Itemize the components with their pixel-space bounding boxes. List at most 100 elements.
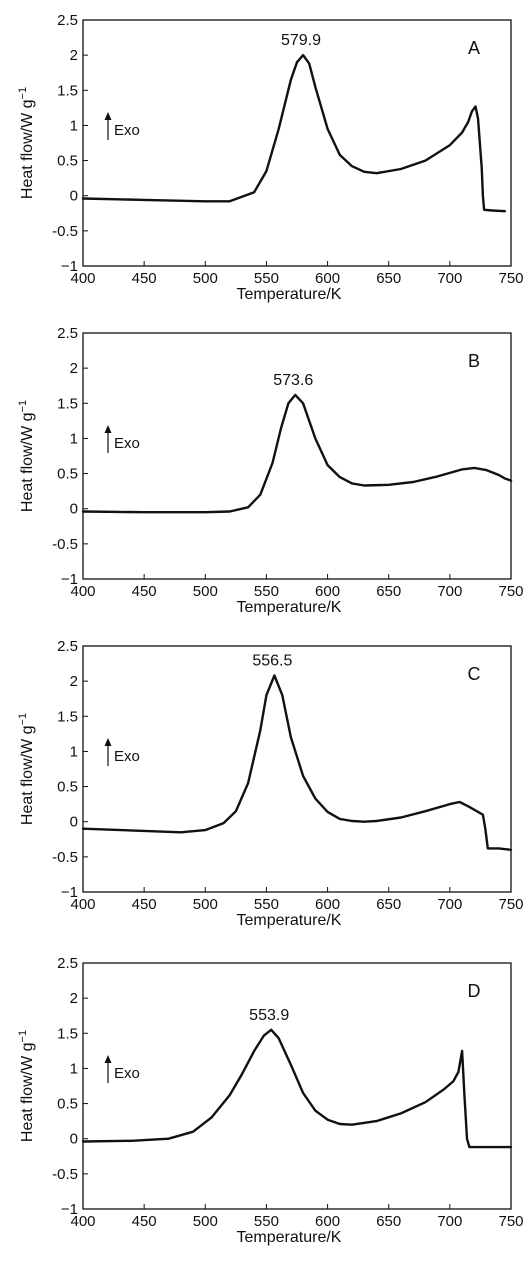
x-tick-label: 750 [498, 896, 523, 913]
x-tick-label: 700 [437, 583, 462, 600]
y-tick-label: 1 [70, 1060, 78, 1077]
x-tick-label: 550 [254, 896, 279, 913]
y-tick-label: 1 [70, 743, 78, 760]
y-tick-label: 0.5 [57, 466, 78, 483]
x-tick-label: 550 [254, 1213, 279, 1230]
y-axis-label-main: Heat flow/W g [19, 725, 36, 825]
x-tick-label: 650 [376, 1213, 401, 1230]
x-tick-label: 500 [193, 1213, 218, 1230]
y-tick-label: 2.5 [57, 955, 78, 972]
x-tick-label: 750 [498, 270, 523, 287]
y-axis-label-unit-exponent: −1 [17, 87, 29, 100]
x-tick-label: 700 [437, 1213, 462, 1230]
y-tick-label: 2 [70, 47, 78, 64]
x-tick-label: 700 [437, 270, 462, 287]
peak-temperature-label: 556.5 [252, 653, 292, 670]
y-axis-label-unit-exponent: −1 [17, 400, 29, 413]
y-tick-label: 0 [70, 1131, 78, 1148]
x-tick-label: 450 [132, 583, 157, 600]
x-tick-label: 500 [193, 270, 218, 287]
x-tick-label: 400 [70, 270, 95, 287]
panel-label: C [468, 664, 481, 684]
heat-flow-curve [81, 393, 513, 514]
plot-frame [82, 19, 512, 267]
x-tick-label: 450 [132, 270, 157, 287]
y-tick-label: -0.5 [52, 849, 78, 866]
y-tick-label: −1 [61, 1201, 78, 1218]
exo-arrow-icon [104, 425, 112, 433]
y-axis-label: Heat flow/W g−1 [17, 1030, 36, 1142]
x-tick-label: 600 [315, 896, 340, 913]
exo-arrow-icon [104, 738, 112, 746]
y-axis-label-main: Heat flow/W g [19, 412, 36, 512]
exo-arrow-icon [104, 1055, 112, 1063]
x-tick-label: 600 [315, 1213, 340, 1230]
y-tick-label: 1 [70, 117, 78, 134]
exo-arrow-icon [104, 112, 112, 120]
y-axis-label-unit-exponent: −1 [17, 1030, 29, 1043]
heat-flow-curve [81, 1028, 513, 1149]
heat-flow-curve [81, 674, 513, 851]
x-tick-label: 600 [315, 583, 340, 600]
y-tick-label: 0 [70, 188, 78, 205]
y-tick-label: 1.5 [57, 1025, 78, 1042]
x-tick-label: 750 [498, 583, 523, 600]
y-tick-label: -0.5 [52, 1166, 78, 1183]
panel-label: B [468, 351, 480, 371]
x-tick-label: 650 [376, 896, 401, 913]
exo-label: Exo [114, 122, 140, 139]
y-tick-label: 1 [70, 430, 78, 447]
x-tick-label: 650 [376, 583, 401, 600]
peak-temperature-label: 579.9 [281, 32, 321, 49]
y-tick-label: −1 [61, 571, 78, 588]
x-tick-label: 500 [193, 583, 218, 600]
y-tick-label: 0 [70, 501, 78, 518]
panel-label: A [468, 38, 480, 58]
x-tick-label: 400 [70, 1213, 95, 1230]
plot-frame [82, 645, 512, 893]
heat-flow-curve [81, 53, 507, 213]
y-tick-label: 0.5 [57, 779, 78, 796]
y-axis-label: Heat flow/W g−1 [17, 400, 36, 512]
x-tick-label: 500 [193, 896, 218, 913]
y-tick-label: 2 [70, 360, 78, 377]
y-axis-label-main: Heat flow/W g [19, 1042, 36, 1142]
x-axis-label: Temperature/K [237, 912, 342, 929]
y-tick-label: 0 [70, 814, 78, 831]
y-axis-label-unit-exponent: −1 [17, 713, 29, 726]
y-axis-label: Heat flow/W g−1 [17, 87, 36, 199]
plot-frame [82, 332, 512, 580]
peak-temperature-label: 553.9 [249, 1007, 289, 1024]
panel-label: D [468, 981, 481, 1001]
y-tick-label: 2.5 [57, 638, 78, 655]
plot-frame [82, 962, 512, 1210]
x-tick-label: 700 [437, 896, 462, 913]
exo-label: Exo [114, 748, 140, 765]
x-tick-label: 400 [70, 583, 95, 600]
x-tick-label: 550 [254, 583, 279, 600]
x-tick-label: 550 [254, 270, 279, 287]
x-tick-label: 600 [315, 270, 340, 287]
exo-label: Exo [114, 435, 140, 452]
y-tick-label: −1 [61, 884, 78, 901]
y-tick-label: 1.5 [57, 82, 78, 99]
y-tick-label: -0.5 [52, 223, 78, 240]
y-tick-label: -0.5 [52, 536, 78, 553]
y-axis-label: Heat flow/W g−1 [17, 713, 36, 825]
x-tick-label: 650 [376, 270, 401, 287]
y-tick-label: 2 [70, 990, 78, 1007]
x-axis-label: Temperature/K [237, 1229, 342, 1246]
x-tick-label: 750 [498, 1213, 523, 1230]
y-tick-label: 1.5 [57, 708, 78, 725]
y-tick-label: −1 [61, 258, 78, 275]
exo-label: Exo [114, 1065, 140, 1082]
y-tick-label: 2.5 [57, 325, 78, 342]
x-axis-label: Temperature/K [237, 599, 342, 616]
y-tick-label: 1.5 [57, 395, 78, 412]
x-tick-label: 450 [132, 896, 157, 913]
y-tick-label: 0.5 [57, 1096, 78, 1113]
y-tick-label: 2 [70, 673, 78, 690]
peak-temperature-label: 573.6 [273, 372, 313, 389]
y-tick-label: 2.5 [57, 12, 78, 29]
